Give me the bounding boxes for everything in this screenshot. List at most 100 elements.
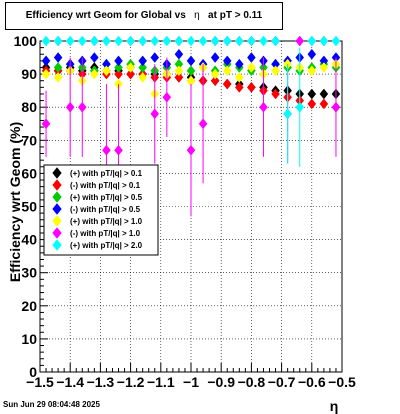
data-point bbox=[210, 75, 220, 87]
x-tick-label: −1.2 bbox=[117, 374, 145, 390]
data-point bbox=[114, 62, 123, 73]
data-point bbox=[114, 35, 123, 47]
data-point bbox=[174, 48, 184, 60]
data-point bbox=[271, 88, 280, 100]
data-point bbox=[271, 35, 280, 47]
data-point bbox=[53, 52, 63, 63]
y-axis-label: Efficiency wrt Geom (%) bbox=[7, 122, 23, 282]
data-point bbox=[198, 118, 208, 130]
data-point bbox=[77, 101, 87, 113]
x-tick-label: −1 bbox=[183, 374, 199, 390]
data-point bbox=[210, 52, 220, 63]
data-point bbox=[307, 98, 317, 110]
x-axis-label: η bbox=[330, 398, 339, 414]
x-tick-label: −1.1 bbox=[147, 374, 175, 390]
x-tick-label: −1.4 bbox=[56, 374, 84, 390]
data-point bbox=[259, 35, 268, 47]
data-point bbox=[234, 35, 244, 47]
y-tick-label: 40 bbox=[21, 232, 37, 248]
data-point bbox=[319, 62, 329, 73]
data-point bbox=[126, 35, 135, 47]
data-point bbox=[102, 35, 111, 47]
y-tick-label: 60 bbox=[21, 165, 37, 181]
data-point bbox=[247, 81, 256, 93]
data-point bbox=[259, 101, 268, 113]
y-tick-label: 70 bbox=[21, 132, 37, 148]
data-point bbox=[222, 78, 232, 90]
data-point bbox=[65, 35, 75, 47]
legend-marker bbox=[52, 191, 62, 203]
data-point bbox=[186, 35, 196, 47]
y-tick-label: 20 bbox=[21, 298, 37, 314]
data-point bbox=[234, 58, 244, 70]
data-point bbox=[210, 35, 220, 47]
data-point bbox=[198, 35, 208, 47]
data-point bbox=[102, 65, 111, 77]
x-tick-label: −0.5 bbox=[328, 374, 356, 390]
y-tick-label: 30 bbox=[21, 265, 37, 281]
data-point bbox=[150, 52, 160, 63]
data-point bbox=[234, 72, 244, 83]
data-point bbox=[307, 35, 317, 47]
data-point bbox=[234, 81, 244, 93]
data-point bbox=[162, 35, 172, 47]
legend-label: (-) with pT/|q| > 0.1 bbox=[70, 181, 141, 190]
data-point bbox=[41, 68, 51, 80]
x-tick-label: −0.6 bbox=[298, 374, 326, 390]
data-point bbox=[77, 35, 87, 47]
x-tick-label: −0.7 bbox=[268, 374, 296, 390]
y-tick-label: 100 bbox=[14, 33, 38, 49]
chart-title-box: Efficiency wrt Geom for Global vs η at p… bbox=[5, 2, 283, 30]
title-main: Efficiency wrt Geom for Global vs bbox=[25, 10, 186, 21]
data-point bbox=[295, 101, 305, 113]
x-tick-label: −1.5 bbox=[26, 374, 54, 390]
data-point bbox=[307, 65, 317, 77]
x-tick-label: −0.9 bbox=[207, 374, 235, 390]
data-points bbox=[41, 35, 341, 217]
data-point bbox=[307, 48, 317, 60]
x-tick-label: −0.8 bbox=[238, 374, 266, 390]
data-point bbox=[126, 68, 135, 80]
data-point bbox=[295, 35, 305, 47]
legend-marker bbox=[52, 167, 62, 179]
data-point bbox=[65, 101, 75, 113]
legend-label: (+) with pT/|q| > 0.5 bbox=[70, 193, 143, 202]
data-point bbox=[126, 62, 135, 73]
data-point bbox=[53, 35, 63, 47]
data-point bbox=[222, 65, 232, 77]
data-point bbox=[331, 101, 341, 113]
y-tick-label: 90 bbox=[21, 66, 37, 82]
data-point bbox=[331, 35, 341, 47]
legend-label: (-) with pT/|q| > 0.5 bbox=[70, 205, 141, 214]
y-tick-label: 50 bbox=[21, 199, 37, 215]
legend-label: (+) with pT/|q| > 2.0 bbox=[70, 241, 143, 250]
data-point bbox=[150, 108, 160, 120]
data-point bbox=[186, 144, 196, 156]
legend-marker bbox=[52, 179, 62, 191]
data-point bbox=[41, 55, 51, 67]
data-point bbox=[102, 144, 111, 156]
legend-marker bbox=[52, 203, 62, 215]
legend-label: (+) with pT/|q| > 0.1 bbox=[70, 169, 143, 178]
data-point bbox=[114, 55, 123, 67]
data-point bbox=[271, 65, 280, 77]
title-eta-symbol: η bbox=[194, 10, 200, 21]
data-point bbox=[174, 35, 184, 47]
data-point bbox=[319, 98, 329, 110]
data-point bbox=[90, 52, 99, 63]
data-point bbox=[150, 35, 160, 47]
data-point bbox=[210, 68, 220, 80]
data-point bbox=[162, 91, 172, 103]
data-point bbox=[174, 65, 184, 77]
title-tail: at pT > 0.11 bbox=[208, 10, 263, 21]
data-point bbox=[114, 144, 123, 156]
data-point bbox=[283, 108, 292, 120]
data-point bbox=[138, 55, 148, 67]
legend-marker bbox=[52, 239, 62, 251]
legend-label: (+) with pT/|q| > 1.0 bbox=[70, 217, 143, 226]
data-point bbox=[41, 35, 51, 47]
y-tick-label: 10 bbox=[21, 331, 37, 347]
data-point bbox=[319, 35, 329, 47]
chart-title: Efficiency wrt Geom for Global vs η at p… bbox=[6, 10, 282, 21]
